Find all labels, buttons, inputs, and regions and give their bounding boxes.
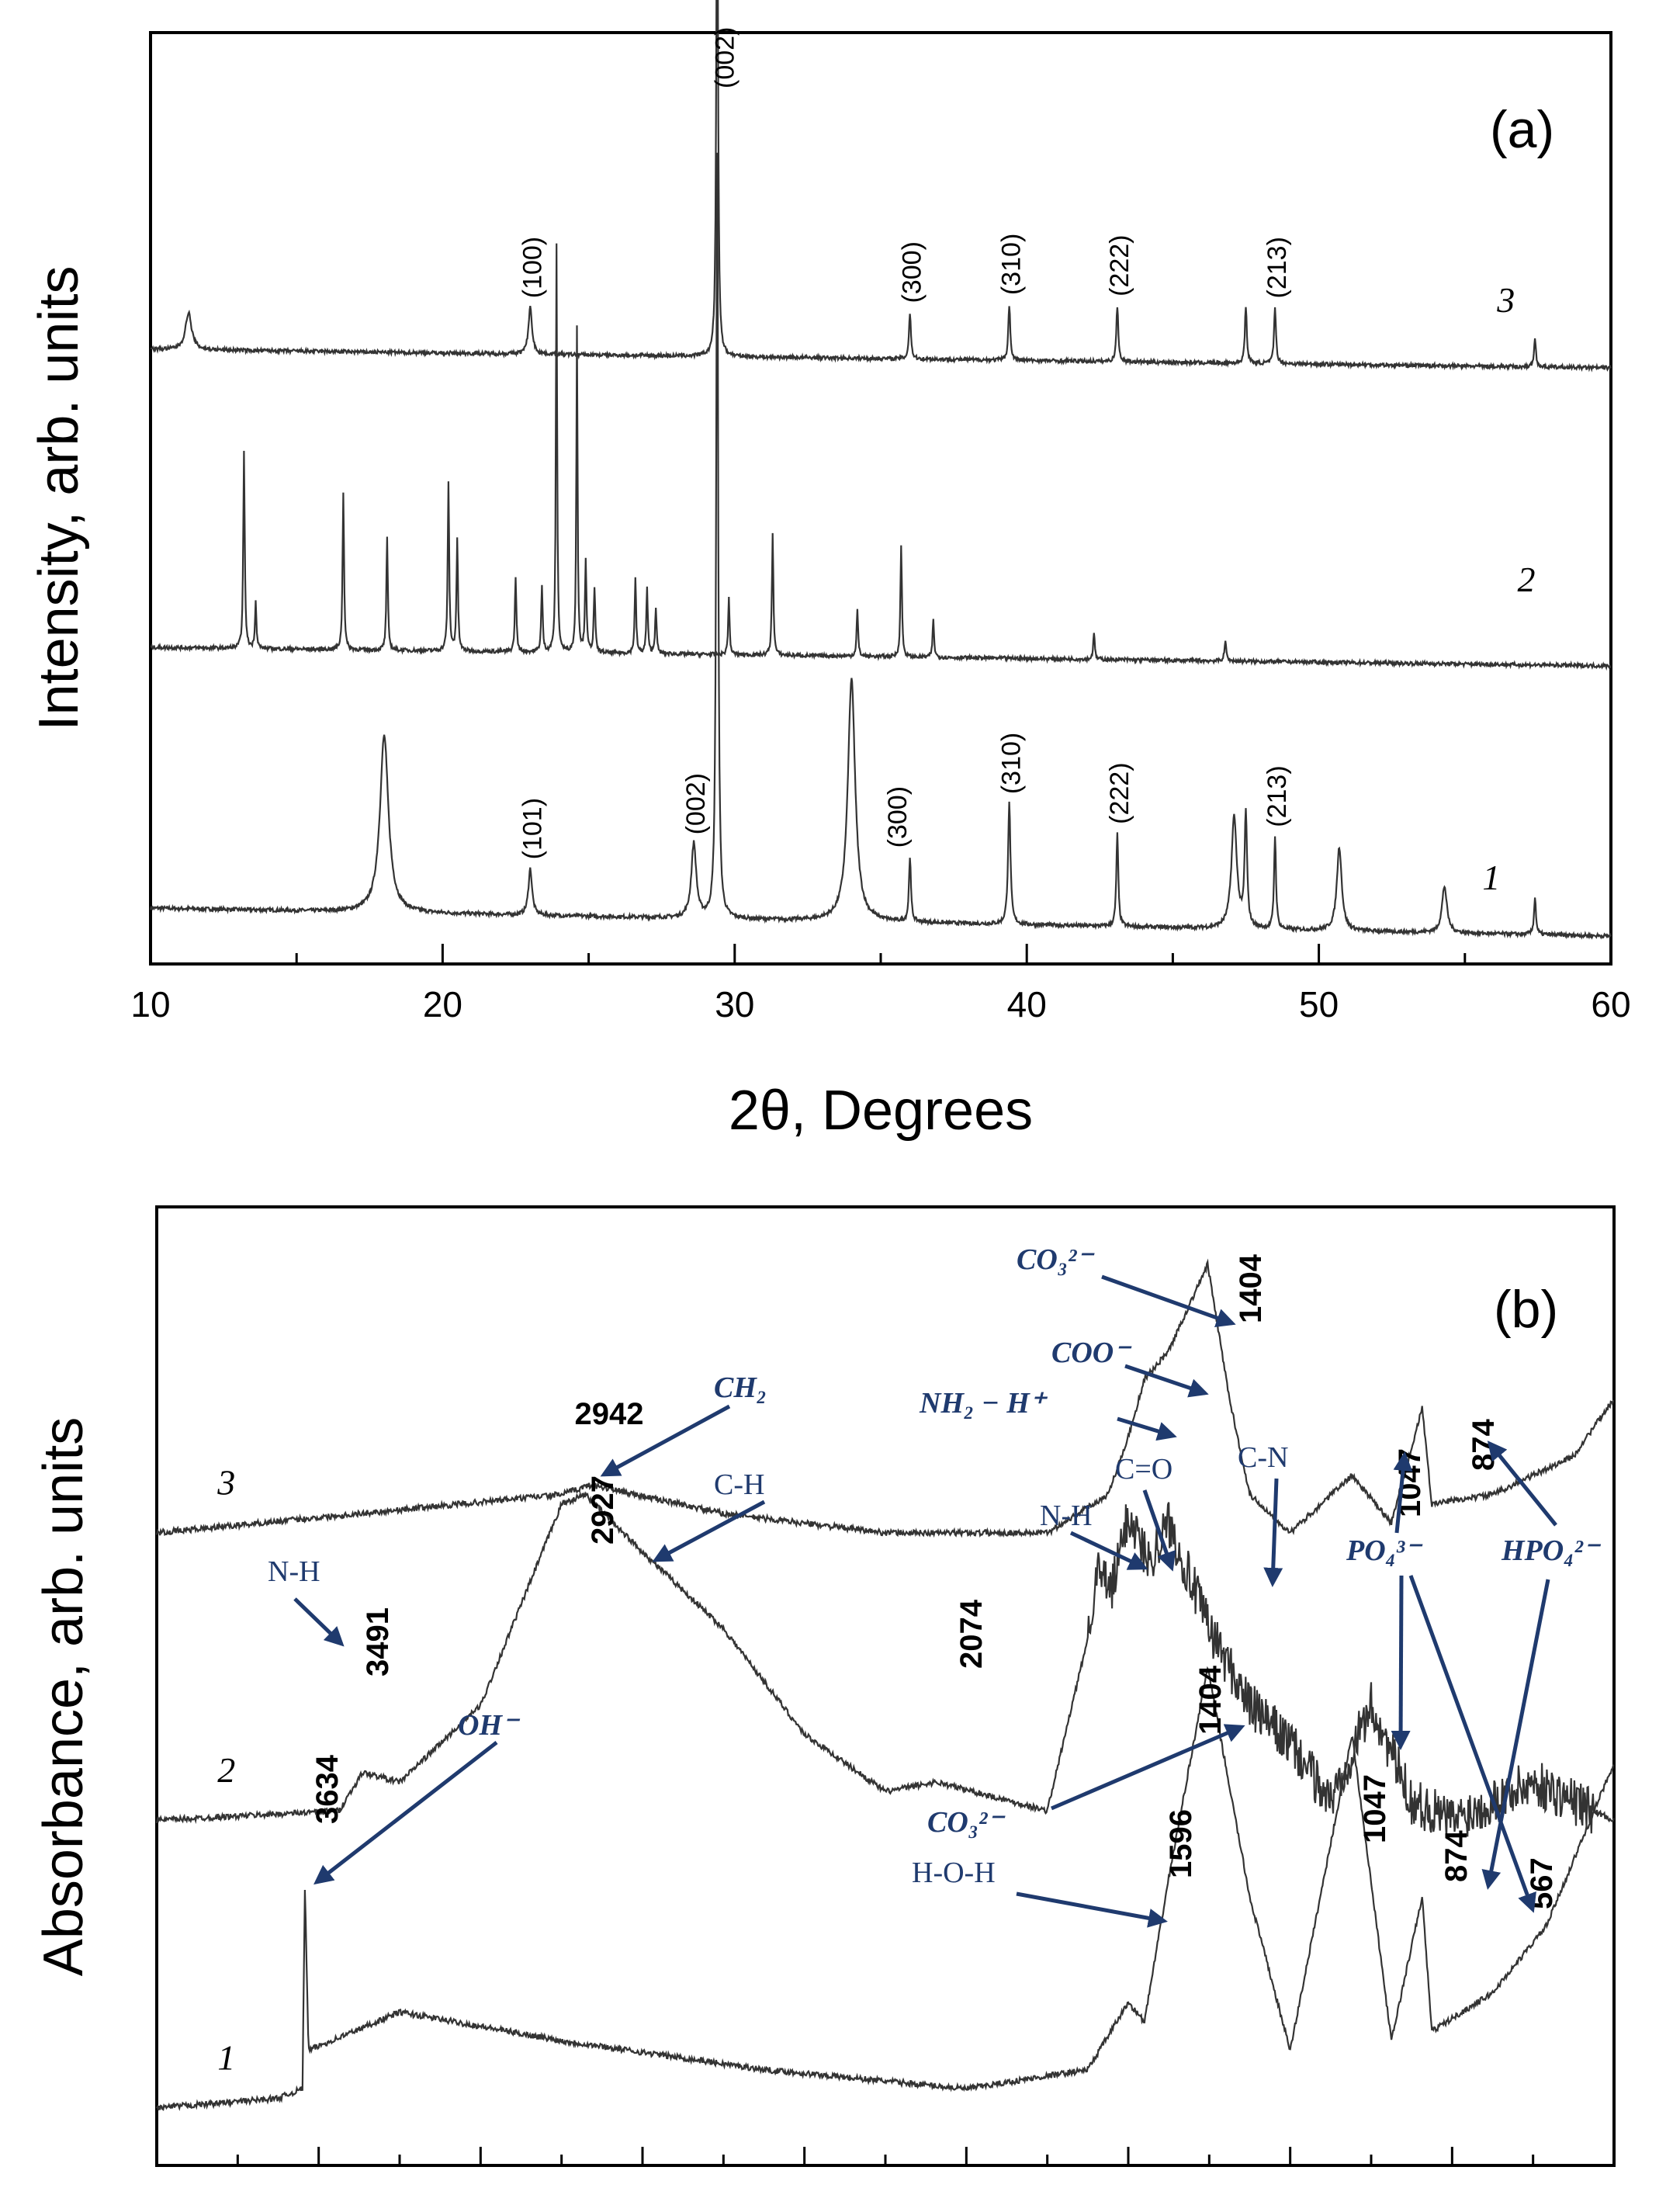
ftir-curve-number: 3 — [216, 1463, 235, 1503]
arrow-ch2 — [600, 1404, 731, 1477]
arrow-oh — [313, 1741, 498, 1885]
arrow-nh2 — [1117, 1416, 1177, 1441]
band-label-874-top: 874 — [1467, 1419, 1501, 1471]
group-label-nh-right: N-H — [1040, 1500, 1093, 1532]
hkl-label: (213) — [1263, 765, 1292, 827]
band-label-1596: 1596 — [1164, 1809, 1198, 1878]
band-label-2074: 2074 — [954, 1599, 989, 1669]
panel-a-xtick-label: 60 — [1591, 984, 1630, 1025]
group-label-oh: OH⁻ — [458, 1709, 521, 1742]
ftir-curve-2 — [155, 1491, 1616, 1838]
band-label-3491: 3491 — [361, 1607, 395, 1676]
group-label-co3-top: CO₃²⁻ — [1017, 1243, 1095, 1276]
band-label-3634: 3634 — [310, 1754, 345, 1824]
group-label-ch2: CH₂ — [714, 1371, 767, 1404]
xrd-curve-number: 3 — [1496, 280, 1515, 320]
hkl-label: (222) — [1105, 235, 1134, 296]
panel-a-xtick-label: 10 — [130, 984, 170, 1025]
xrd-curve-number: 1 — [1482, 858, 1500, 897]
group-label-ch: C-H — [714, 1468, 764, 1501]
arrow-po4-top — [1393, 1451, 1413, 1534]
arrow-hpo4-bottom — [1481, 1579, 1550, 1890]
group-label-hpo4: HPO₄²⁻ — [1501, 1534, 1602, 1567]
ftir-curve-3 — [155, 1258, 1615, 1538]
panel-a-ylabel: Intensity, arb. units — [28, 266, 90, 731]
group-label-nh-left: N-H — [268, 1555, 320, 1588]
panel-b-label: (b) — [1494, 1280, 1558, 1339]
hkl-label: (101) — [518, 798, 547, 859]
band-label-874-bottom: 874 — [1439, 1830, 1474, 1882]
panel-a-frame — [149, 31, 1612, 966]
group-label-co3-bottom: CO₃²⁻ — [927, 1806, 1006, 1839]
hkl-label: (300) — [898, 241, 927, 303]
hkl-label: (100) — [518, 237, 547, 298]
band-label-1404-top: 1404 — [1234, 1253, 1268, 1323]
band-label-2942: 2942 — [575, 1397, 644, 1431]
group-label-coo: COO⁻ — [1051, 1337, 1132, 1369]
group-label-nh2: NH₂ − H⁺ — [919, 1387, 1048, 1420]
group-label-hoh: H-O-H — [912, 1857, 996, 1889]
hkl-label: (222) — [1105, 762, 1134, 823]
hkl-label: (002) — [711, 27, 740, 88]
band-label-2927: 2927 — [586, 1475, 620, 1545]
arrow-ch — [652, 1500, 766, 1562]
panel-a-xlabel: 2θ, Degrees — [729, 1080, 1033, 1142]
hkl-label: (310) — [997, 733, 1027, 794]
arrow-cn — [1263, 1478, 1283, 1587]
arrow-coo — [1124, 1364, 1209, 1398]
hkl-label: (213) — [1263, 237, 1292, 298]
panel-a-xtick-label: 20 — [423, 984, 462, 1025]
arrow-nh-left — [293, 1597, 345, 1647]
xrd-curve-1 — [149, 152, 1612, 940]
panel-a-xtick-label: 40 — [1007, 984, 1047, 1025]
panel-b: (b) Absorbance, arb. units 1 2 3 3634 3491… — [33, 1205, 1616, 2167]
group-label-cn: C-N — [1238, 1441, 1288, 1474]
group-label-po4: PO₄³⁻ — [1346, 1534, 1423, 1567]
xrd-curve-number: 2 — [1518, 560, 1536, 599]
arrow-co3-bottom — [1051, 1724, 1245, 1811]
ftir-curve-number: 2 — [217, 1750, 235, 1790]
panel-a-xtick-label: 50 — [1299, 984, 1339, 1025]
hkl-label: (002) — [681, 773, 711, 834]
arrow-co — [1142, 1489, 1176, 1572]
group-label-co: C=O — [1115, 1453, 1172, 1486]
band-label-1047-bottom: 1047 — [1358, 1774, 1392, 1843]
ftir-curve-1 — [156, 1666, 1615, 2111]
ftir-curve-number: 1 — [217, 2038, 235, 2078]
panel-b-ylabel: Absorbance, arb. units — [33, 1417, 95, 1976]
panel-a: (a) 2θ, Degrees Intensity, arb. units 10… — [28, 0, 1631, 1142]
panel-a-xtick-label: 30 — [715, 984, 754, 1025]
panel-a-label: (a) — [1490, 100, 1554, 159]
arrow-po4-567 — [1408, 1575, 1536, 1913]
band-label-1404-bottom: 1404 — [1193, 1665, 1228, 1735]
arrow-nh-right — [1069, 1531, 1148, 1570]
xrd-curve-3 — [150, 0, 1612, 373]
hkl-label: (300) — [883, 786, 913, 848]
arrow-hoh — [1016, 1891, 1168, 1928]
arrow-co3-top — [1101, 1274, 1236, 1328]
arrow-hpo4-top — [1487, 1441, 1557, 1527]
xrd-curve-2 — [150, 243, 1612, 671]
hkl-label: (310) — [997, 234, 1027, 295]
